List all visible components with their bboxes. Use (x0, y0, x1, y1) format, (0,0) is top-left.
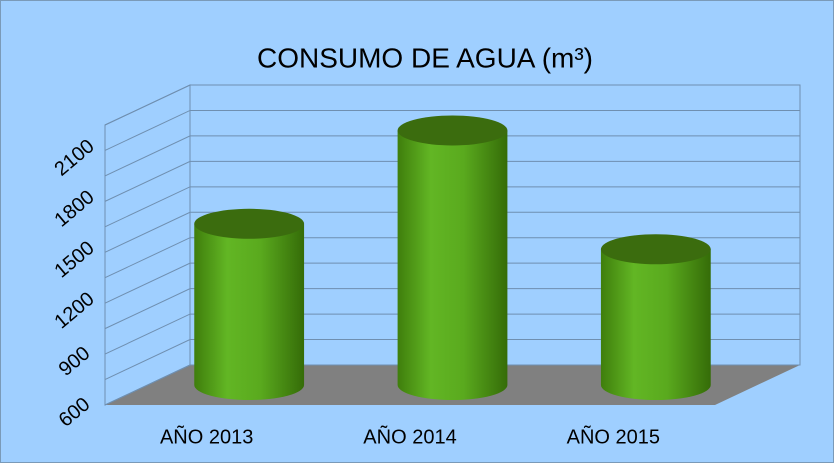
minor-grid-line (104, 84, 800, 126)
grid-line (104, 262, 800, 304)
x-tick-label: AÑO 2013 (160, 424, 253, 448)
minor-grid-line (104, 186, 800, 228)
bar (600, 249, 711, 401)
minor-grid-line (104, 237, 800, 279)
bar-top (397, 115, 508, 146)
bar-top (600, 234, 711, 265)
minor-grid-line (104, 339, 800, 380)
x-tick-label: AÑO 2015 (567, 424, 660, 448)
minor-grid-line (104, 135, 800, 177)
chart-title: CONSUMO DE AGUA (m³) (257, 42, 593, 73)
bar (397, 130, 508, 400)
bar (194, 223, 305, 400)
grid-line (104, 160, 800, 202)
grid-line (104, 109, 800, 151)
bar-top (194, 208, 305, 239)
grid-line (104, 211, 800, 253)
grid-line (104, 364, 800, 406)
x-tick-label: AÑO 2014 (363, 424, 456, 448)
grid-line (104, 313, 800, 355)
minor-grid-line (104, 288, 800, 330)
